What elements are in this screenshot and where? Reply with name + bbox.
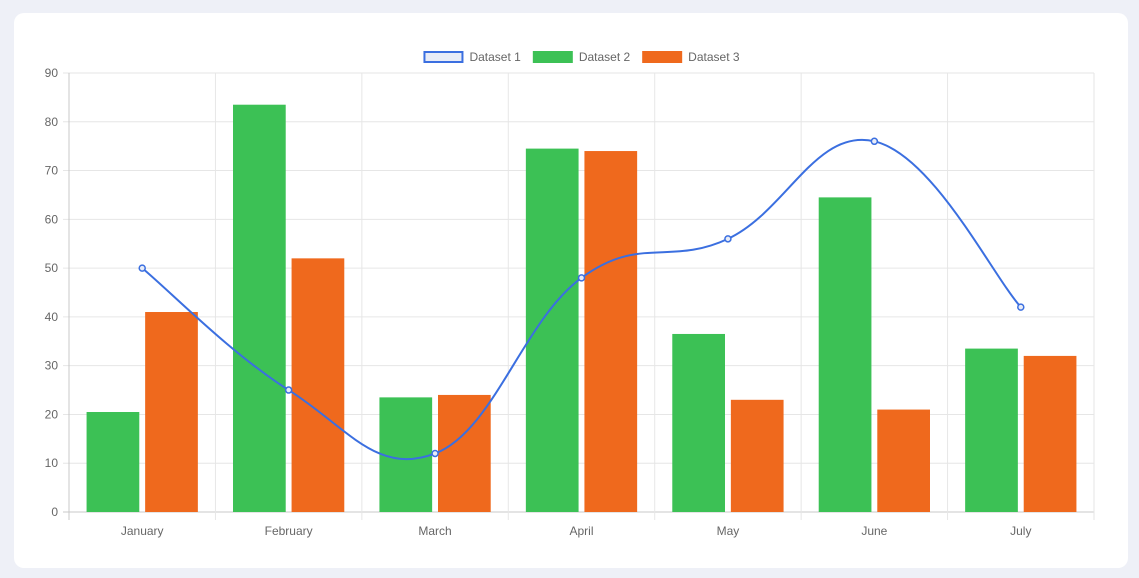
legend-label: Dataset 1 — [469, 50, 521, 64]
y-tick-label: 60 — [45, 212, 59, 226]
legend[interactable]: Dataset 1 Dataset 2 Dataset 3 — [423, 50, 740, 64]
y-tick-label: 30 — [45, 359, 59, 373]
bar-dataset-2[interactable] — [379, 397, 433, 512]
bar-dataset-3[interactable] — [291, 258, 345, 512]
y-tick-label: 50 — [45, 261, 59, 275]
axes: 0 10 20 30 40 50 60 70 80 90 January February March A… — [45, 66, 1032, 538]
legend-label: Dataset 3 — [688, 50, 740, 64]
legend-item-dataset-1[interactable]: Dataset 1 — [423, 50, 521, 64]
legend-swatch — [532, 51, 573, 63]
bar-dataset-3[interactable] — [145, 312, 198, 512]
bar-dataset-3[interactable] — [730, 399, 784, 512]
bar-dataset-2[interactable] — [965, 348, 1018, 512]
x-tick-label: January — [121, 524, 164, 538]
line-point[interactable] — [1017, 303, 1025, 311]
x-tick-label: July — [1010, 524, 1031, 538]
line-point[interactable] — [138, 264, 146, 272]
legend-label: Dataset 2 — [579, 50, 631, 64]
bar-dataset-2[interactable] — [233, 104, 286, 512]
y-tick-label: 20 — [45, 407, 59, 421]
x-tick-label: February — [265, 524, 313, 538]
y-tick-label: 0 — [51, 505, 58, 519]
x-tick-label: April — [569, 524, 593, 538]
legend-swatch — [423, 51, 464, 63]
line-series — [138, 137, 1025, 460]
bar-dataset-3[interactable] — [584, 151, 638, 513]
y-tick-label: 80 — [45, 115, 59, 129]
bar-dataset-3[interactable] — [877, 409, 930, 512]
bars — [86, 104, 1077, 513]
bar-dataset-2[interactable] — [86, 412, 140, 512]
x-tick-label: March — [418, 524, 451, 538]
line-point[interactable] — [284, 386, 293, 394]
y-tick-label: 90 — [45, 66, 59, 80]
bar-dataset-2[interactable] — [525, 148, 579, 512]
bar-dataset-3[interactable] — [1023, 355, 1077, 512]
bar-dataset-2[interactable] — [672, 333, 725, 512]
legend-item-dataset-2[interactable]: Dataset 2 — [532, 50, 631, 64]
x-tick-label: May — [717, 524, 740, 538]
x-tick-label: June — [861, 524, 887, 538]
y-tick-label: 10 — [45, 456, 59, 470]
line-point[interactable] — [870, 137, 879, 146]
y-tick-label: 40 — [45, 310, 59, 324]
legend-item-dataset-3[interactable]: Dataset 3 — [642, 50, 740, 64]
line-point[interactable] — [431, 449, 439, 458]
y-tick-label: 70 — [45, 164, 59, 178]
bar-dataset-2[interactable] — [818, 197, 872, 512]
line-point[interactable] — [724, 235, 732, 243]
legend-swatch — [642, 51, 683, 63]
line-point[interactable] — [577, 274, 586, 282]
